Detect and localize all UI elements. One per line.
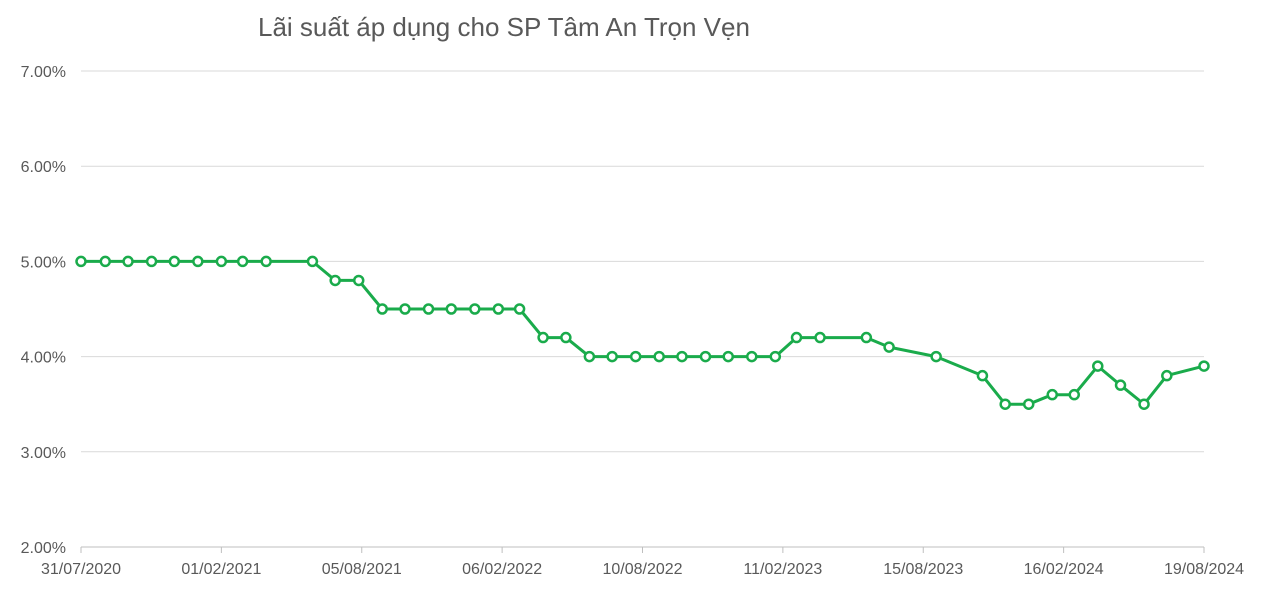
- data-point: [236, 255, 249, 268]
- x-tick-label: 31/07/2020: [41, 561, 121, 578]
- data-point: [583, 350, 596, 363]
- data-point: [192, 255, 204, 268]
- data-point: [492, 303, 505, 315]
- data-point: [1068, 388, 1080, 401]
- data-point: [860, 331, 873, 344]
- data-point: [445, 303, 458, 315]
- data-point: [676, 350, 688, 363]
- y-tick-label: 2.00%: [21, 540, 66, 557]
- data-point: [215, 255, 228, 268]
- data-point: [513, 303, 526, 315]
- x-tick-label: 15/08/2023: [883, 561, 963, 578]
- data-point: [814, 331, 826, 344]
- data-point: [306, 255, 319, 268]
- chart-title: Lãi suất áp dụng cho SP Tâm An Trọn Vẹn: [258, 12, 750, 42]
- data-point: [999, 398, 1011, 410]
- data-point: [168, 255, 181, 268]
- data-point: [1138, 398, 1150, 410]
- data-point: [376, 303, 388, 315]
- y-tick-label: 6.00%: [21, 159, 66, 176]
- data-point: [99, 255, 112, 268]
- y-tick-label: 7.00%: [21, 64, 66, 81]
- data-point: [469, 303, 481, 315]
- x-tick-label: 05/08/2021: [322, 561, 402, 578]
- y-tick-label: 5.00%: [21, 254, 66, 271]
- x-tick-label: 11/02/2023: [743, 561, 822, 578]
- data-point: [722, 350, 734, 363]
- data-point: [1114, 379, 1127, 391]
- data-point: [653, 350, 665, 363]
- data-point: [560, 331, 572, 344]
- data-point: [976, 369, 989, 382]
- data-point: [1046, 388, 1058, 401]
- data-point: [606, 350, 618, 363]
- data-point: [352, 274, 365, 287]
- x-tick-label: 01/02/2021: [181, 561, 261, 578]
- data-point: [1022, 398, 1035, 410]
- x-tick-label: 10/08/2022: [602, 561, 682, 578]
- data-point: [930, 350, 942, 363]
- x-tick-label: 16/02/2024: [1024, 561, 1104, 578]
- x-tick-label: 19/08/2024: [1164, 561, 1244, 578]
- data-point: [629, 350, 642, 363]
- data-point: [399, 303, 411, 315]
- data-point: [1198, 360, 1210, 372]
- data-point: [260, 255, 272, 268]
- x-tick-label: 06/02/2022: [462, 561, 542, 578]
- data-point: [746, 350, 758, 363]
- data-point: [883, 341, 895, 353]
- data-point: [769, 350, 782, 363]
- y-tick-label: 3.00%: [21, 445, 66, 462]
- data-point: [122, 255, 134, 268]
- data-point: [145, 255, 158, 268]
- y-tick-label: 4.00%: [21, 350, 66, 367]
- data-point: [75, 255, 87, 268]
- data-point: [1161, 369, 1173, 382]
- data-point: [537, 331, 549, 344]
- data-point: [790, 331, 803, 344]
- series-line: [81, 259, 1205, 406]
- data-point: [422, 303, 435, 315]
- data-point: [1092, 360, 1104, 372]
- data-point: [699, 350, 712, 363]
- data-point: [329, 274, 341, 287]
